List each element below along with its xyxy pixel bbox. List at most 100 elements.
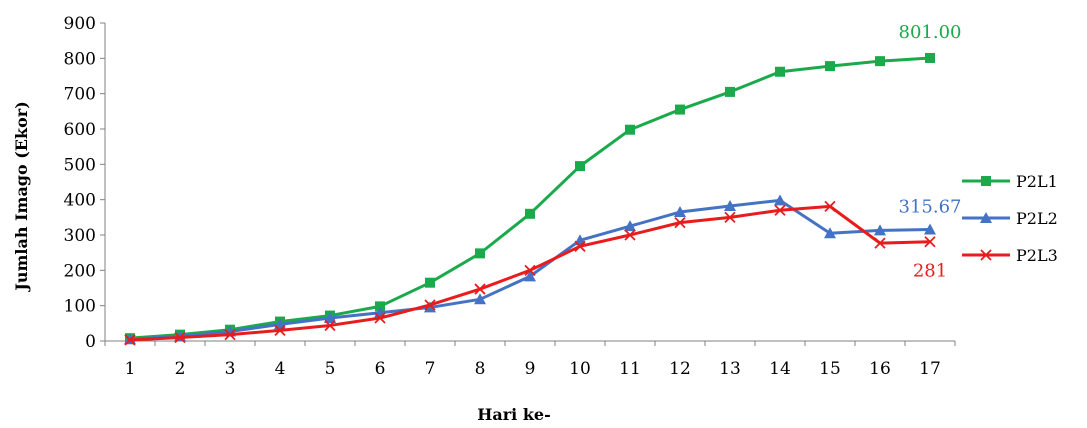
y-tick-label: 200 [64,261,96,281]
data-point [274,324,286,337]
x-tick-label: 1 [125,359,136,379]
data-point [924,223,936,235]
data-point [824,227,836,239]
data-point [574,240,586,252]
data-point [424,301,436,313]
y-tick-label: 900 [64,14,96,34]
x-marker-stroke [124,334,136,346]
x-marker-stroke [624,229,636,241]
legend-entry: P2L1 [962,172,1058,191]
data-point [925,52,935,63]
x-tick-label: 4 [275,359,286,379]
legend-label: P2L1 [1016,172,1058,191]
data-point [825,61,835,72]
x-marker-stroke [874,237,886,249]
x-marker-stroke [324,319,336,332]
data-point [374,312,386,324]
y-tick-label: 100 [64,297,96,317]
x-tick-label: 14 [769,359,791,379]
y-tick-label: 800 [64,49,96,69]
data-point [874,237,886,249]
data-point [475,248,485,259]
data-point [124,334,136,346]
data-point [625,124,635,135]
data-point [375,301,385,312]
x-marker-stroke [374,312,386,324]
legend-marker [980,212,992,223]
x-marker-stroke [224,329,236,341]
x-marker-stroke [724,211,736,223]
x-tick-label: 13 [719,359,741,379]
data-point [174,331,186,344]
x-marker-stroke [674,216,686,229]
data-point [724,211,736,223]
x-axis: 1 2 3 4 5 6 7 8 9 10 11 12 13 14 15 16 17 [104,340,956,379]
y-tick-label: 0 [85,332,96,352]
legend-label: P2L2 [1016,209,1058,228]
y-tick-label: 600 [64,120,96,140]
data-point [874,224,886,236]
x-marker-stroke [774,204,786,216]
legend-label: P2L3 [1016,246,1058,265]
data-point [224,329,236,341]
x-tick-label: 3 [225,359,236,379]
legend-marker [981,176,991,186]
data-point [774,194,786,206]
x-marker-stroke [824,200,836,213]
legend-marker [980,249,992,261]
x-tick-label: 5 [325,359,336,379]
data-point [525,208,535,219]
data-point [324,319,336,332]
data-point [774,204,786,216]
x-tick-label: 16 [869,359,891,379]
y-axis: 0 100 200 300 400 500 600 700 800 900 [64,14,106,352]
data-point [674,206,686,218]
x-axis-title: Hari ke- [477,405,550,424]
x-tick-label: 10 [569,359,591,379]
y-tick-label: 400 [64,191,96,211]
x-tick-label: 12 [669,359,691,379]
x-marker-stroke [174,331,186,344]
data-point [324,312,336,324]
data-point [524,270,536,282]
x-marker-stroke [924,236,936,248]
x-tick-label: 11 [619,359,641,379]
data-point [474,293,486,305]
data-point [724,200,736,212]
x-tick-label: 7 [425,359,436,379]
data-point [775,66,785,77]
x-marker-stroke [524,264,536,276]
data-point [425,277,435,288]
y-tick-label: 300 [64,226,96,246]
x-tick-label: 8 [475,359,486,379]
x-tick-label: 2 [175,359,186,379]
data-label: 281 [913,261,947,282]
data-point [875,56,885,67]
data-point [924,236,936,248]
legend-entry: P2L3 [962,246,1058,265]
x-tick-label: 17 [919,359,941,379]
legend: P2L1 P2L2 P2L3 [962,172,1058,265]
data-point [575,161,585,172]
data-point [524,264,536,276]
y-tick-label: 700 [64,85,96,105]
series-P2L3 [124,200,936,346]
series-lines [124,52,936,346]
x-marker-stroke [980,249,992,261]
data-label: 801.00 [899,22,962,43]
data-annotations: 801.00 315.67 281 [899,22,962,282]
series-line [129,56,931,340]
series-P2L1 [125,52,935,344]
data-point [674,216,686,229]
data-point [624,220,636,232]
x-marker-stroke [474,283,486,295]
data-point [675,104,685,115]
x-marker-stroke [574,240,586,252]
x-marker-stroke [274,324,286,337]
data-point [424,299,436,311]
x-tick-label: 9 [525,359,536,379]
x-tick-label: 6 [375,359,386,379]
y-axis-title: Jumlah Imago (Ekor) [12,101,31,293]
data-point [725,86,735,97]
